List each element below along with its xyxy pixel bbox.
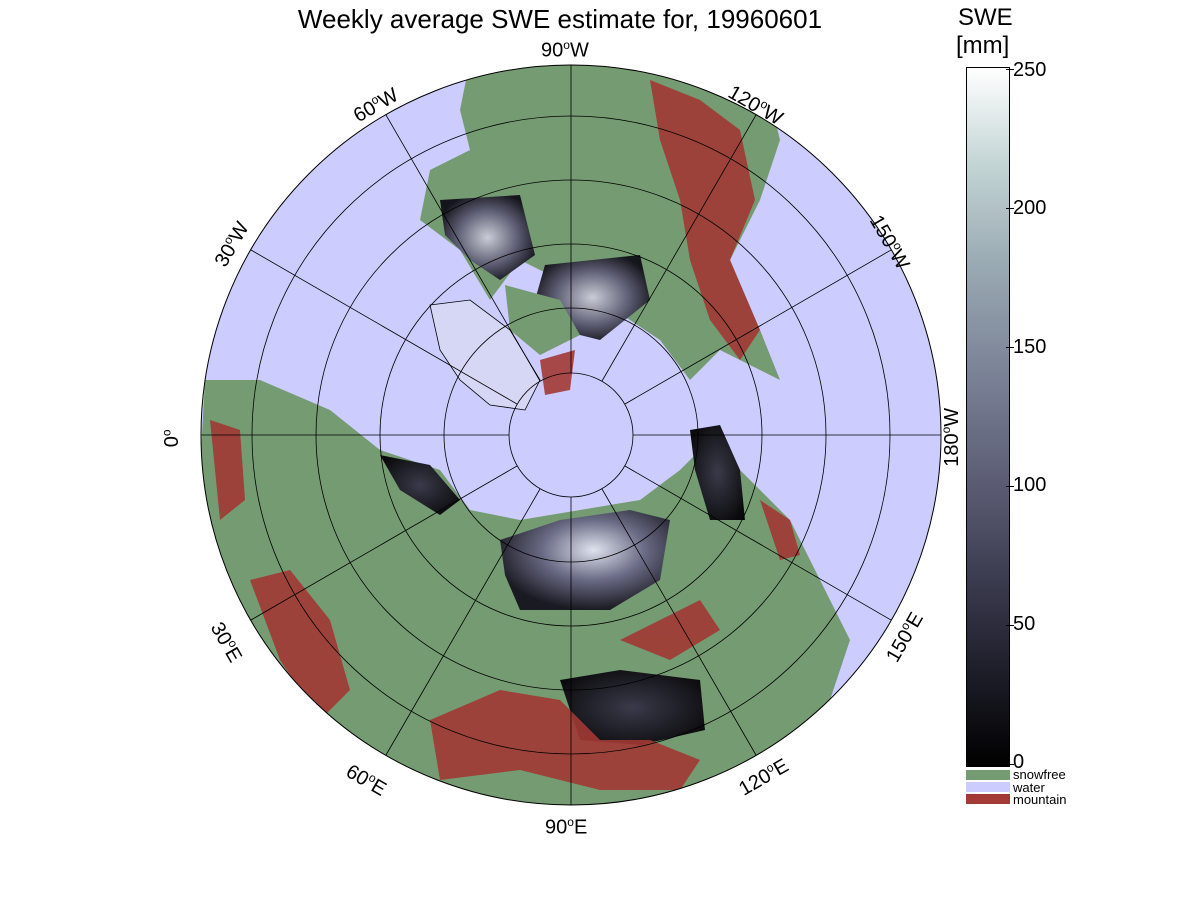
lon-hemi: W — [940, 407, 963, 427]
degree-symbol: o — [939, 426, 954, 434]
lon-value: 90 — [541, 39, 564, 62]
far-east-snowpack — [690, 425, 745, 520]
degree-symbol: o — [159, 429, 174, 437]
colorbar-tick-label: 150 — [1013, 336, 1047, 358]
lon-value: 180 — [940, 433, 963, 467]
scandinavia-snow — [380, 455, 460, 515]
polar-swe-map — [200, 64, 942, 806]
legend-label-water: water — [1013, 780, 1045, 795]
degree-symbol: o — [567, 815, 574, 829]
colorbar-tick — [1006, 486, 1014, 487]
legend-swatch-snowfree — [966, 770, 1010, 780]
colorbar-tick-label: 200 — [1013, 197, 1047, 219]
colorbar-tick — [1006, 69, 1014, 70]
swe-colorbar — [966, 67, 1010, 767]
lon-label-180w: 180oW — [939, 408, 964, 467]
colorbar-tick — [1006, 764, 1014, 765]
map-title: Weekly average SWE estimate for, 1996060… — [297, 4, 823, 34]
siberia-snowpack — [500, 510, 670, 610]
legend-swatch-water — [966, 782, 1010, 792]
legend-label-snowfree: snowfree — [1013, 767, 1066, 782]
north-america-snowpack — [440, 195, 535, 280]
colorbar-title: SWE — [958, 4, 1013, 31]
colorbar-tick — [1006, 208, 1014, 209]
legend-swatch-mountain — [966, 794, 1010, 804]
lon-value: 90 — [545, 816, 568, 839]
colorbar-tick-label: 100 — [1013, 474, 1047, 496]
degree-symbol: o — [563, 38, 570, 52]
colorbar-tick-label: 250 — [1013, 59, 1047, 81]
graticule — [201, 65, 941, 805]
lon-hemi: E — [573, 816, 588, 839]
mountain-areas — [210, 80, 800, 790]
lon-value: 0 — [161, 436, 184, 448]
legend-label-mountain: mountain — [1013, 792, 1067, 807]
greenland-ice — [429, 299, 541, 411]
colorbar-tick — [1006, 625, 1014, 626]
colorbar-tick — [1006, 347, 1014, 348]
colorbar-tick-label: 50 — [1013, 613, 1036, 635]
colorbar-unit: [mm] — [956, 32, 1010, 59]
lon-hemi: W — [569, 39, 589, 62]
lon-label-90e: 90oE — [545, 815, 587, 840]
colorbar-tick-label: 0 — [1013, 751, 1025, 773]
baffin-island — [505, 285, 580, 355]
lon-label-90w: 90oW — [541, 38, 589, 63]
lon-label-0: 0o — [160, 429, 185, 447]
map-border — [200, 64, 942, 806]
